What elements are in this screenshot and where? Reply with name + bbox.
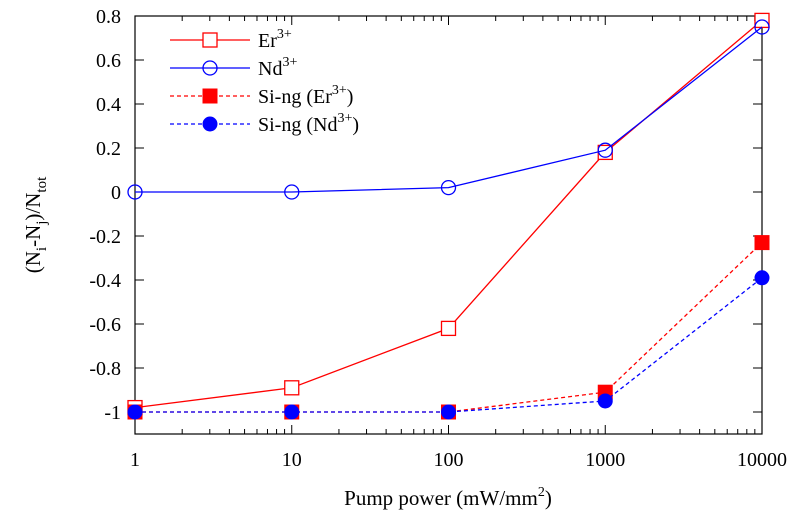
x-axis-title: Pump power (mW/mm2) xyxy=(344,485,552,510)
series-line xyxy=(135,26,763,193)
y-tick-label: -1 xyxy=(104,402,121,424)
series-1 xyxy=(127,19,770,200)
y-axis-title: (Ni-Nj)/Ntot xyxy=(21,176,50,273)
y-tick-label: 0.2 xyxy=(96,138,121,160)
data-point-marker xyxy=(441,404,456,420)
legend-label: Si-ng (Nd3+) xyxy=(258,111,359,136)
x-tick-label: 1000 xyxy=(585,449,625,471)
y-tick-label: -0.4 xyxy=(89,270,121,292)
y-tick-label: 0.4 xyxy=(96,94,121,116)
data-point-marker xyxy=(754,235,770,251)
y-tick-label: -0.2 xyxy=(89,226,121,248)
series-layer xyxy=(127,12,770,420)
legend-entry: Si-ng (Er3+) xyxy=(170,83,353,108)
data-point-marker xyxy=(440,320,457,337)
data-point-marker xyxy=(284,404,300,420)
series-line xyxy=(134,19,763,409)
data-point-marker xyxy=(754,19,770,35)
legend: Er3+ Nd3+ Si-ng (Er3+) Si-ng (Nd3+) xyxy=(170,27,359,136)
data-point-marker xyxy=(202,32,218,48)
legend-entry: Nd3+ xyxy=(170,55,297,80)
series-0 xyxy=(127,12,770,416)
plot-frame xyxy=(134,15,763,435)
y-tick-label: 0.6 xyxy=(96,50,121,72)
data-point-marker xyxy=(284,184,300,200)
data-point-marker xyxy=(597,142,613,158)
x-tick-label: 10 xyxy=(282,449,302,471)
axis-tick-labels: 1 10 100 1000 10000 -1 -0.8 -0.6 -0.4 -0.2 0 0.2 0.4… xyxy=(89,6,787,471)
data-point-marker xyxy=(284,380,300,396)
data-point-marker xyxy=(127,184,143,200)
y-tick-label: -0.6 xyxy=(89,314,121,336)
y-tick-label: -0.8 xyxy=(89,358,121,380)
x-tick-label: 100 xyxy=(434,449,464,471)
data-point-marker xyxy=(440,179,457,196)
data-point-marker xyxy=(202,116,218,132)
legend-entry: Si-ng (Nd3+) xyxy=(170,111,359,136)
legend-label: Si-ng (Er3+) xyxy=(258,83,353,108)
axis-ticks xyxy=(134,15,763,434)
legend-label: Nd3+ xyxy=(258,55,297,80)
y-tick-label: 0 xyxy=(111,182,121,204)
x-tick-label: 1 xyxy=(130,449,140,471)
legend-label: Er3+ xyxy=(258,27,292,52)
data-point-marker xyxy=(597,393,613,409)
y-tick-label: 0.8 xyxy=(96,6,121,28)
data-point-marker xyxy=(754,270,770,286)
series-3 xyxy=(127,270,770,420)
data-point-marker xyxy=(202,88,218,104)
data-point-marker xyxy=(127,404,143,420)
legend-entry: Er3+ xyxy=(170,27,292,52)
series-line xyxy=(135,277,763,413)
x-tick-label: 10000 xyxy=(737,449,787,471)
data-point-marker xyxy=(202,60,218,76)
